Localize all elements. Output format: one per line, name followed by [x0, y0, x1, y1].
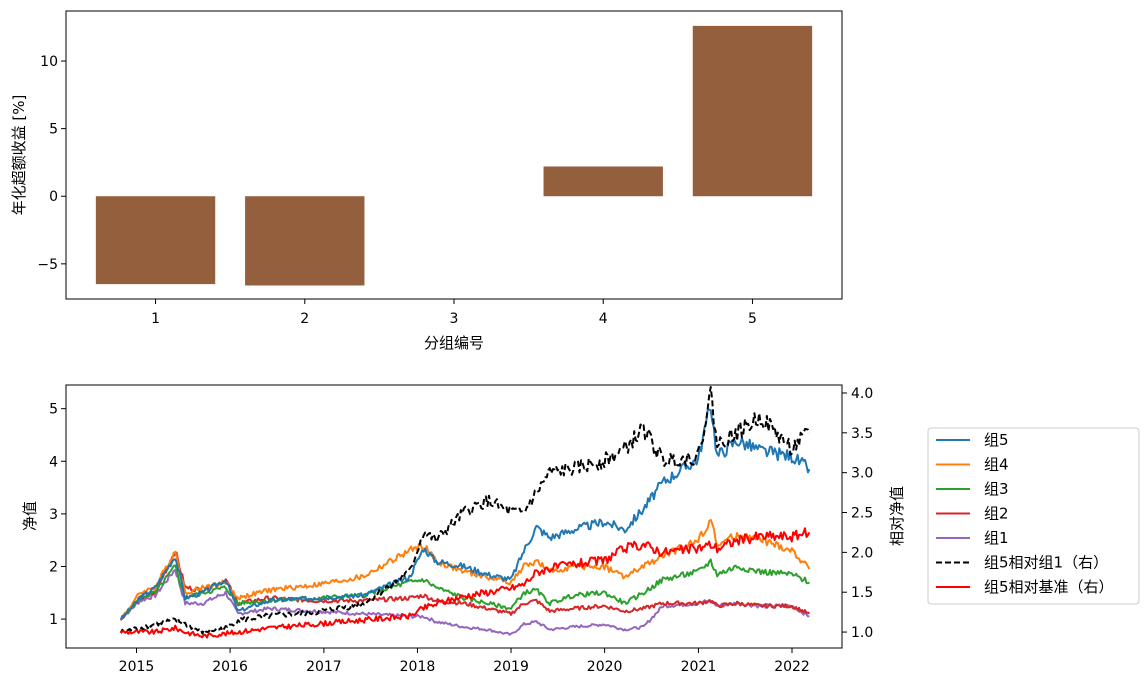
bar-series — [95, 25, 813, 286]
line-x-tick-label: 2020 — [587, 659, 623, 675]
line-right-y-axis: 1.0 1.5 2.0 2.5 3.0 3.5 4.0 — [842, 386, 873, 641]
line-right-y-tick-label: 2.5 — [851, 506, 873, 522]
series-line-6 — [120, 527, 811, 639]
legend-entry-label: 组5相对组1（右） — [984, 554, 1108, 572]
line-right-y-axis-label: 相对净值 — [888, 486, 906, 546]
series-line-0 — [119, 408, 811, 621]
bar-x-axis-label: 分组编号 — [424, 334, 484, 352]
line-right-y-tick-label: 3.5 — [851, 426, 873, 442]
line-chart: 1 2 3 4 5 1.0 1.5 2.0 2.5 3.0 3.5 4.0 2015 2016 2017… — [21, 384, 906, 675]
line-x-tick-label: 2018 — [400, 659, 436, 675]
line-x-axis: 2015 2016 2017 2018 2019 2020 2021 2022 — [119, 648, 810, 675]
bar-x-tick-label: 3 — [450, 311, 459, 327]
bar-4 — [543, 166, 663, 197]
series-line-4 — [120, 569, 810, 636]
bar-y-tick-label: 5 — [49, 122, 58, 138]
line-left-y-tick-label: 1 — [49, 612, 58, 628]
legend-entry-label: 组5 — [984, 431, 1009, 449]
line-x-tick-label: 2017 — [306, 659, 342, 675]
bar-chart: −5 0 5 10 1 2 3 4 5 分组编号 年化超额收益 [%] — [10, 10, 843, 352]
legend: 组5 组4 组3 组2 组1 组5相对组1（右） 组5相对基准（右） — [927, 427, 1140, 605]
bar-y-axis-label: 年化超额收益 [%] — [10, 95, 28, 216]
line-right-y-tick-label: 3.0 — [851, 466, 873, 482]
bar-x-tick-label: 4 — [599, 311, 608, 327]
bar-x-tick-label: 1 — [151, 311, 160, 327]
bar-x-tick-label: 5 — [748, 311, 757, 327]
series-line-2 — [120, 558, 810, 619]
bar-y-tick-label: −5 — [37, 257, 58, 273]
legend-entry-label: 组1 — [984, 529, 1009, 547]
line-right-y-tick-label: 1.5 — [851, 585, 873, 601]
line-left-y-axis: 1 2 3 4 5 — [49, 402, 66, 628]
line-left-y-tick-label: 3 — [49, 507, 58, 523]
bar-y-tick-label: 10 — [40, 54, 58, 70]
legend-entry-label: 组3 — [984, 480, 1009, 498]
line-x-tick-label: 2016 — [212, 659, 248, 675]
bar-x-axis: 1 2 3 4 5 — [151, 299, 757, 327]
bar-2 — [245, 196, 365, 286]
series-line-5 — [120, 386, 811, 635]
line-left-y-tick-label: 2 — [49, 559, 58, 575]
line-x-tick-label: 2019 — [493, 659, 529, 675]
legend-entry-label: 组2 — [984, 505, 1009, 523]
line-left-y-tick-label: 4 — [49, 454, 58, 470]
legend-entry-label: 组4 — [984, 456, 1009, 474]
line-x-tick-label: 2022 — [774, 659, 810, 675]
line-left-y-axis-label: 净值 — [21, 501, 39, 531]
line-right-y-tick-label: 2.0 — [851, 545, 873, 561]
bar-1 — [95, 196, 216, 285]
bar-y-tick-label: 0 — [49, 189, 58, 205]
line-right-y-tick-label: 1.0 — [851, 625, 873, 641]
bar-x-tick-label: 2 — [300, 311, 309, 327]
line-x-tick-label: 2015 — [119, 659, 155, 675]
line-plot-frame — [65, 384, 843, 649]
legend-box — [927, 427, 1140, 605]
line-x-tick-label: 2021 — [681, 659, 717, 675]
bar-5 — [692, 25, 813, 197]
line-right-y-tick-label: 4.0 — [851, 386, 873, 402]
series-line-1 — [119, 518, 811, 621]
line-left-y-tick-label: 5 — [49, 402, 58, 418]
legend-entry-label: 组5相对基准（右） — [984, 578, 1114, 596]
bar-y-axis: −5 0 5 10 — [37, 54, 66, 273]
line-series-group — [119, 386, 811, 639]
